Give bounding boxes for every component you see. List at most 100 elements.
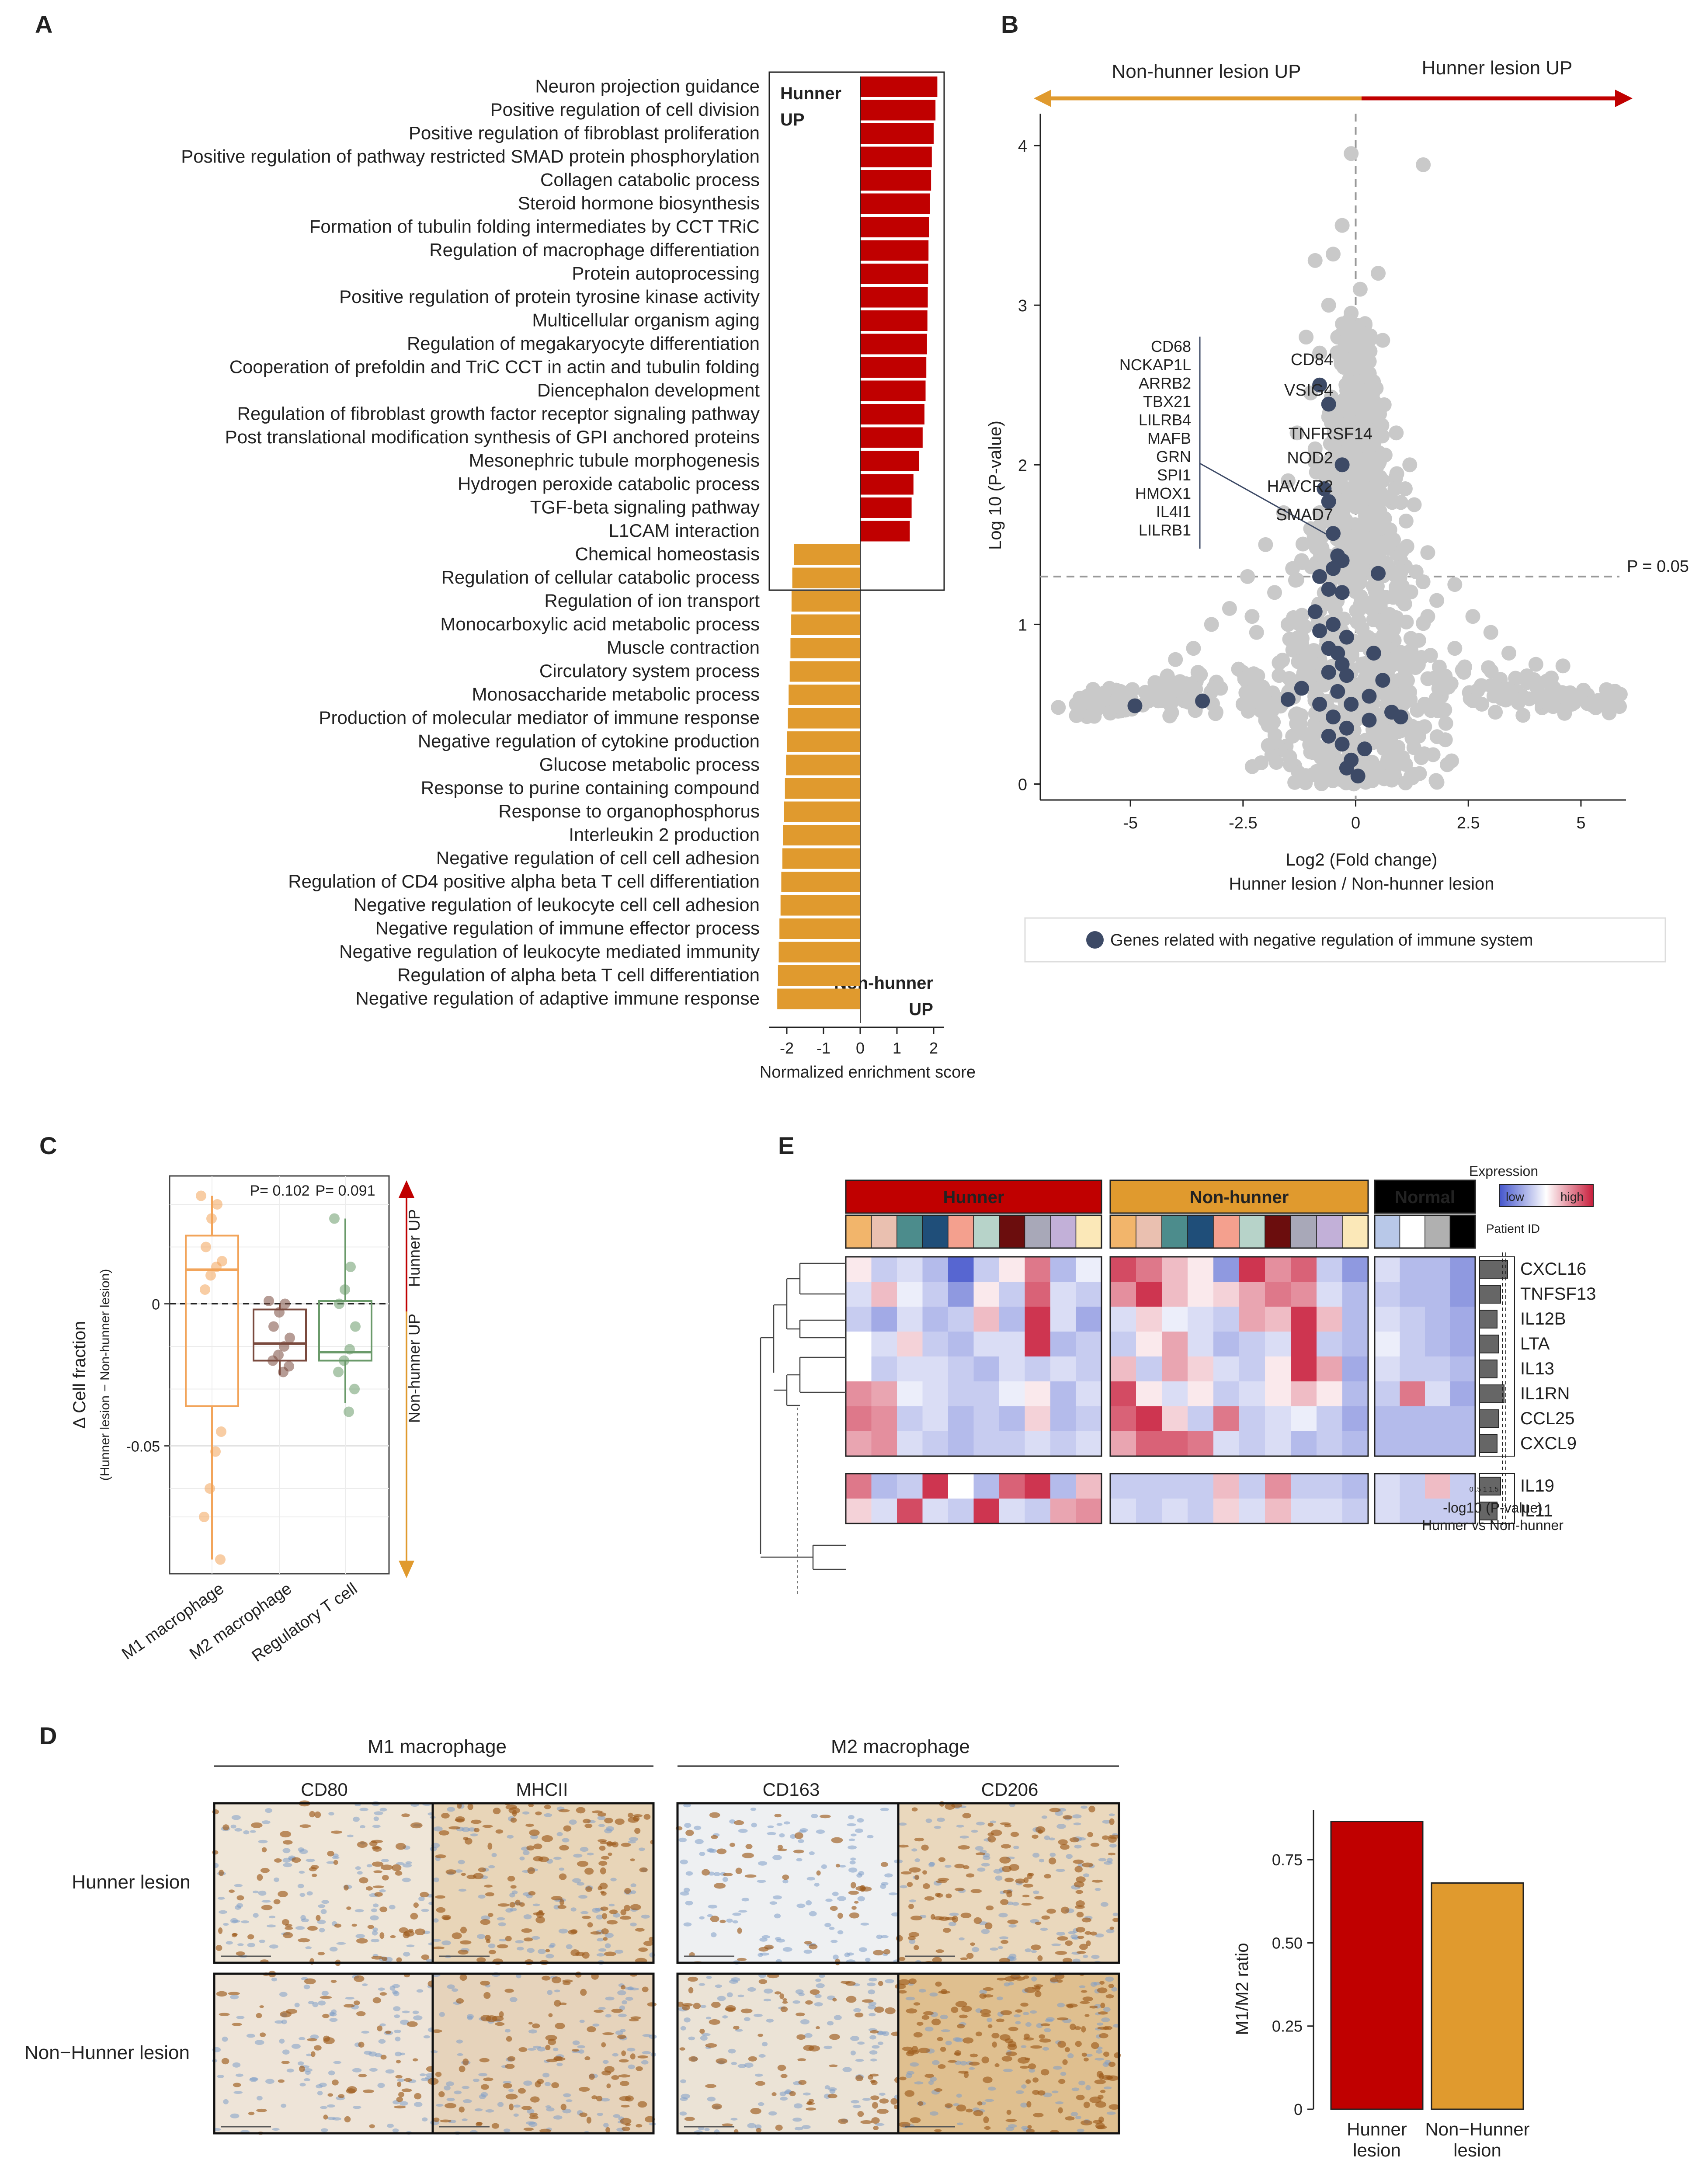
ihc-stained-cell [879, 2098, 889, 2104]
immune-gene-point [1344, 696, 1359, 712]
heat-cell [1188, 1381, 1213, 1406]
ihc-nucleus [706, 1848, 715, 1853]
nes-bar [860, 474, 914, 495]
ihc-stained-cell [316, 1915, 321, 1921]
heat-cell [1213, 1307, 1239, 1332]
ihc-nucleus [1106, 1857, 1113, 1863]
patient-id-cell [1075, 1215, 1102, 1248]
ihc-stained-cell [526, 1845, 535, 1851]
ihc-nucleus [990, 1820, 997, 1823]
ihc-nucleus [297, 1884, 304, 1888]
ihc-stained-cell [1105, 2076, 1113, 2079]
ihc-stained-cell [579, 2112, 587, 2117]
ihc-nucleus [987, 2017, 993, 2022]
ihc-nucleus [779, 2091, 786, 2097]
heat-cell [1136, 1307, 1162, 1332]
ihc-nucleus [842, 2067, 852, 2073]
ihc-nucleus [999, 1936, 1009, 1940]
ihc-stained-cell [1062, 1958, 1073, 1963]
ihc-stained-cell [604, 1951, 616, 1956]
ihc-nucleus [779, 1833, 785, 1838]
ihc-stained-cell [544, 1805, 551, 1809]
ihc-nucleus [395, 2036, 401, 2041]
ihc-nucleus [684, 1823, 691, 1828]
ihc-stained-cell [218, 1927, 223, 1934]
ihc-stained-cell [764, 1944, 774, 1950]
immune-gene-point [1371, 566, 1386, 581]
ihc-nucleus [596, 1914, 603, 1920]
heat-cell [1162, 1406, 1188, 1431]
p-value-label: P= 0.102 [250, 1182, 309, 1199]
ihc-nucleus [867, 1982, 876, 1986]
gene-row-label: IL13 [1520, 1359, 1554, 1378]
grey-gene-point [1407, 725, 1423, 741]
grey-gene-point [1394, 543, 1410, 558]
ihc-stained-cell [459, 1974, 467, 1981]
ihc-nucleus [641, 2060, 649, 2065]
heat-cell [871, 1499, 897, 1523]
ihc-nucleus [997, 1996, 1003, 2000]
ihc-nucleus [630, 1890, 636, 1894]
ihc-stained-cell [1023, 1877, 1029, 1883]
pathway-label: Regulation of megakaryocyte differentiat… [407, 333, 760, 354]
ihc-nucleus [312, 2002, 319, 2007]
ihc-nucleus [704, 2128, 710, 2131]
ihc-stained-cell [563, 1825, 572, 1832]
ihc-nucleus [577, 2045, 585, 2048]
ihc-nucleus [397, 2078, 405, 2082]
y-tick-label: 0 [1018, 776, 1027, 794]
ihc-stained-cell [250, 1822, 263, 1828]
ihc-stained-cell [459, 2106, 465, 2113]
grey-gene-point [1416, 616, 1431, 631]
ihc-nucleus [321, 1900, 330, 1904]
heat-cell [1291, 1431, 1317, 1456]
nes-bar [860, 310, 928, 331]
immune-gene-point [1339, 668, 1354, 683]
ihc-stained-cell [910, 2117, 921, 2123]
ihc-stained-cell [937, 2037, 943, 2041]
pathway-label: Post translational modification synthesi… [225, 427, 760, 447]
heat-cell [846, 1356, 872, 1381]
nes-bar [780, 895, 860, 916]
ihc-stained-cell [365, 1886, 373, 1891]
grey-gene-point [1257, 688, 1272, 703]
heat-cell [973, 1307, 999, 1332]
heat-cell [948, 1431, 974, 1456]
ihc-stained-cell [958, 2070, 969, 2074]
ihc-nucleus [1082, 1954, 1088, 1958]
heat-cell [1050, 1406, 1076, 1431]
ihc-stained-cell [460, 1940, 472, 1945]
pvalue-axis-label: -log10 (P-value) [1443, 1500, 1543, 1516]
heat-cell [1450, 1381, 1475, 1406]
ihc-stained-cell [986, 1905, 994, 1911]
panel-c-label: C [39, 1132, 57, 1159]
ihc-nucleus [329, 1947, 338, 1952]
ihc-nucleus [537, 2047, 546, 2052]
grey-gene-point [1340, 328, 1355, 344]
ihc-nucleus [531, 1936, 540, 1940]
ihc-nucleus [394, 2052, 402, 2057]
ihc-nucleus [597, 1938, 604, 1942]
ihc-stained-cell [685, 1829, 694, 1836]
right-arrow-label: Hunner lesion UP [1422, 57, 1573, 79]
ihc-stained-cell [702, 1869, 710, 1876]
pvalue-bar [1479, 1477, 1501, 1495]
ihc-nucleus [299, 2037, 306, 2040]
ihc-stained-cell [619, 1916, 632, 1920]
ihc-stained-cell [462, 2058, 469, 2066]
ihc-stained-cell [215, 1944, 222, 1951]
ihc-stained-cell [873, 2126, 879, 2130]
ihc-stained-cell [353, 2000, 360, 2005]
ihc-stained-cell [589, 2073, 595, 2080]
ihc-stained-cell [981, 2013, 991, 2017]
ihc-nucleus [804, 2033, 813, 2038]
ihc-nucleus [283, 1863, 292, 1868]
ihc-nucleus [732, 1913, 742, 1916]
ihc-nucleus [392, 1990, 398, 1995]
heat-cell [1076, 1499, 1101, 1523]
heat-cell [1400, 1406, 1425, 1431]
ihc-stained-cell [723, 1873, 733, 1877]
ihc-nucleus [706, 1975, 712, 1979]
heat-cell [1110, 1406, 1136, 1431]
